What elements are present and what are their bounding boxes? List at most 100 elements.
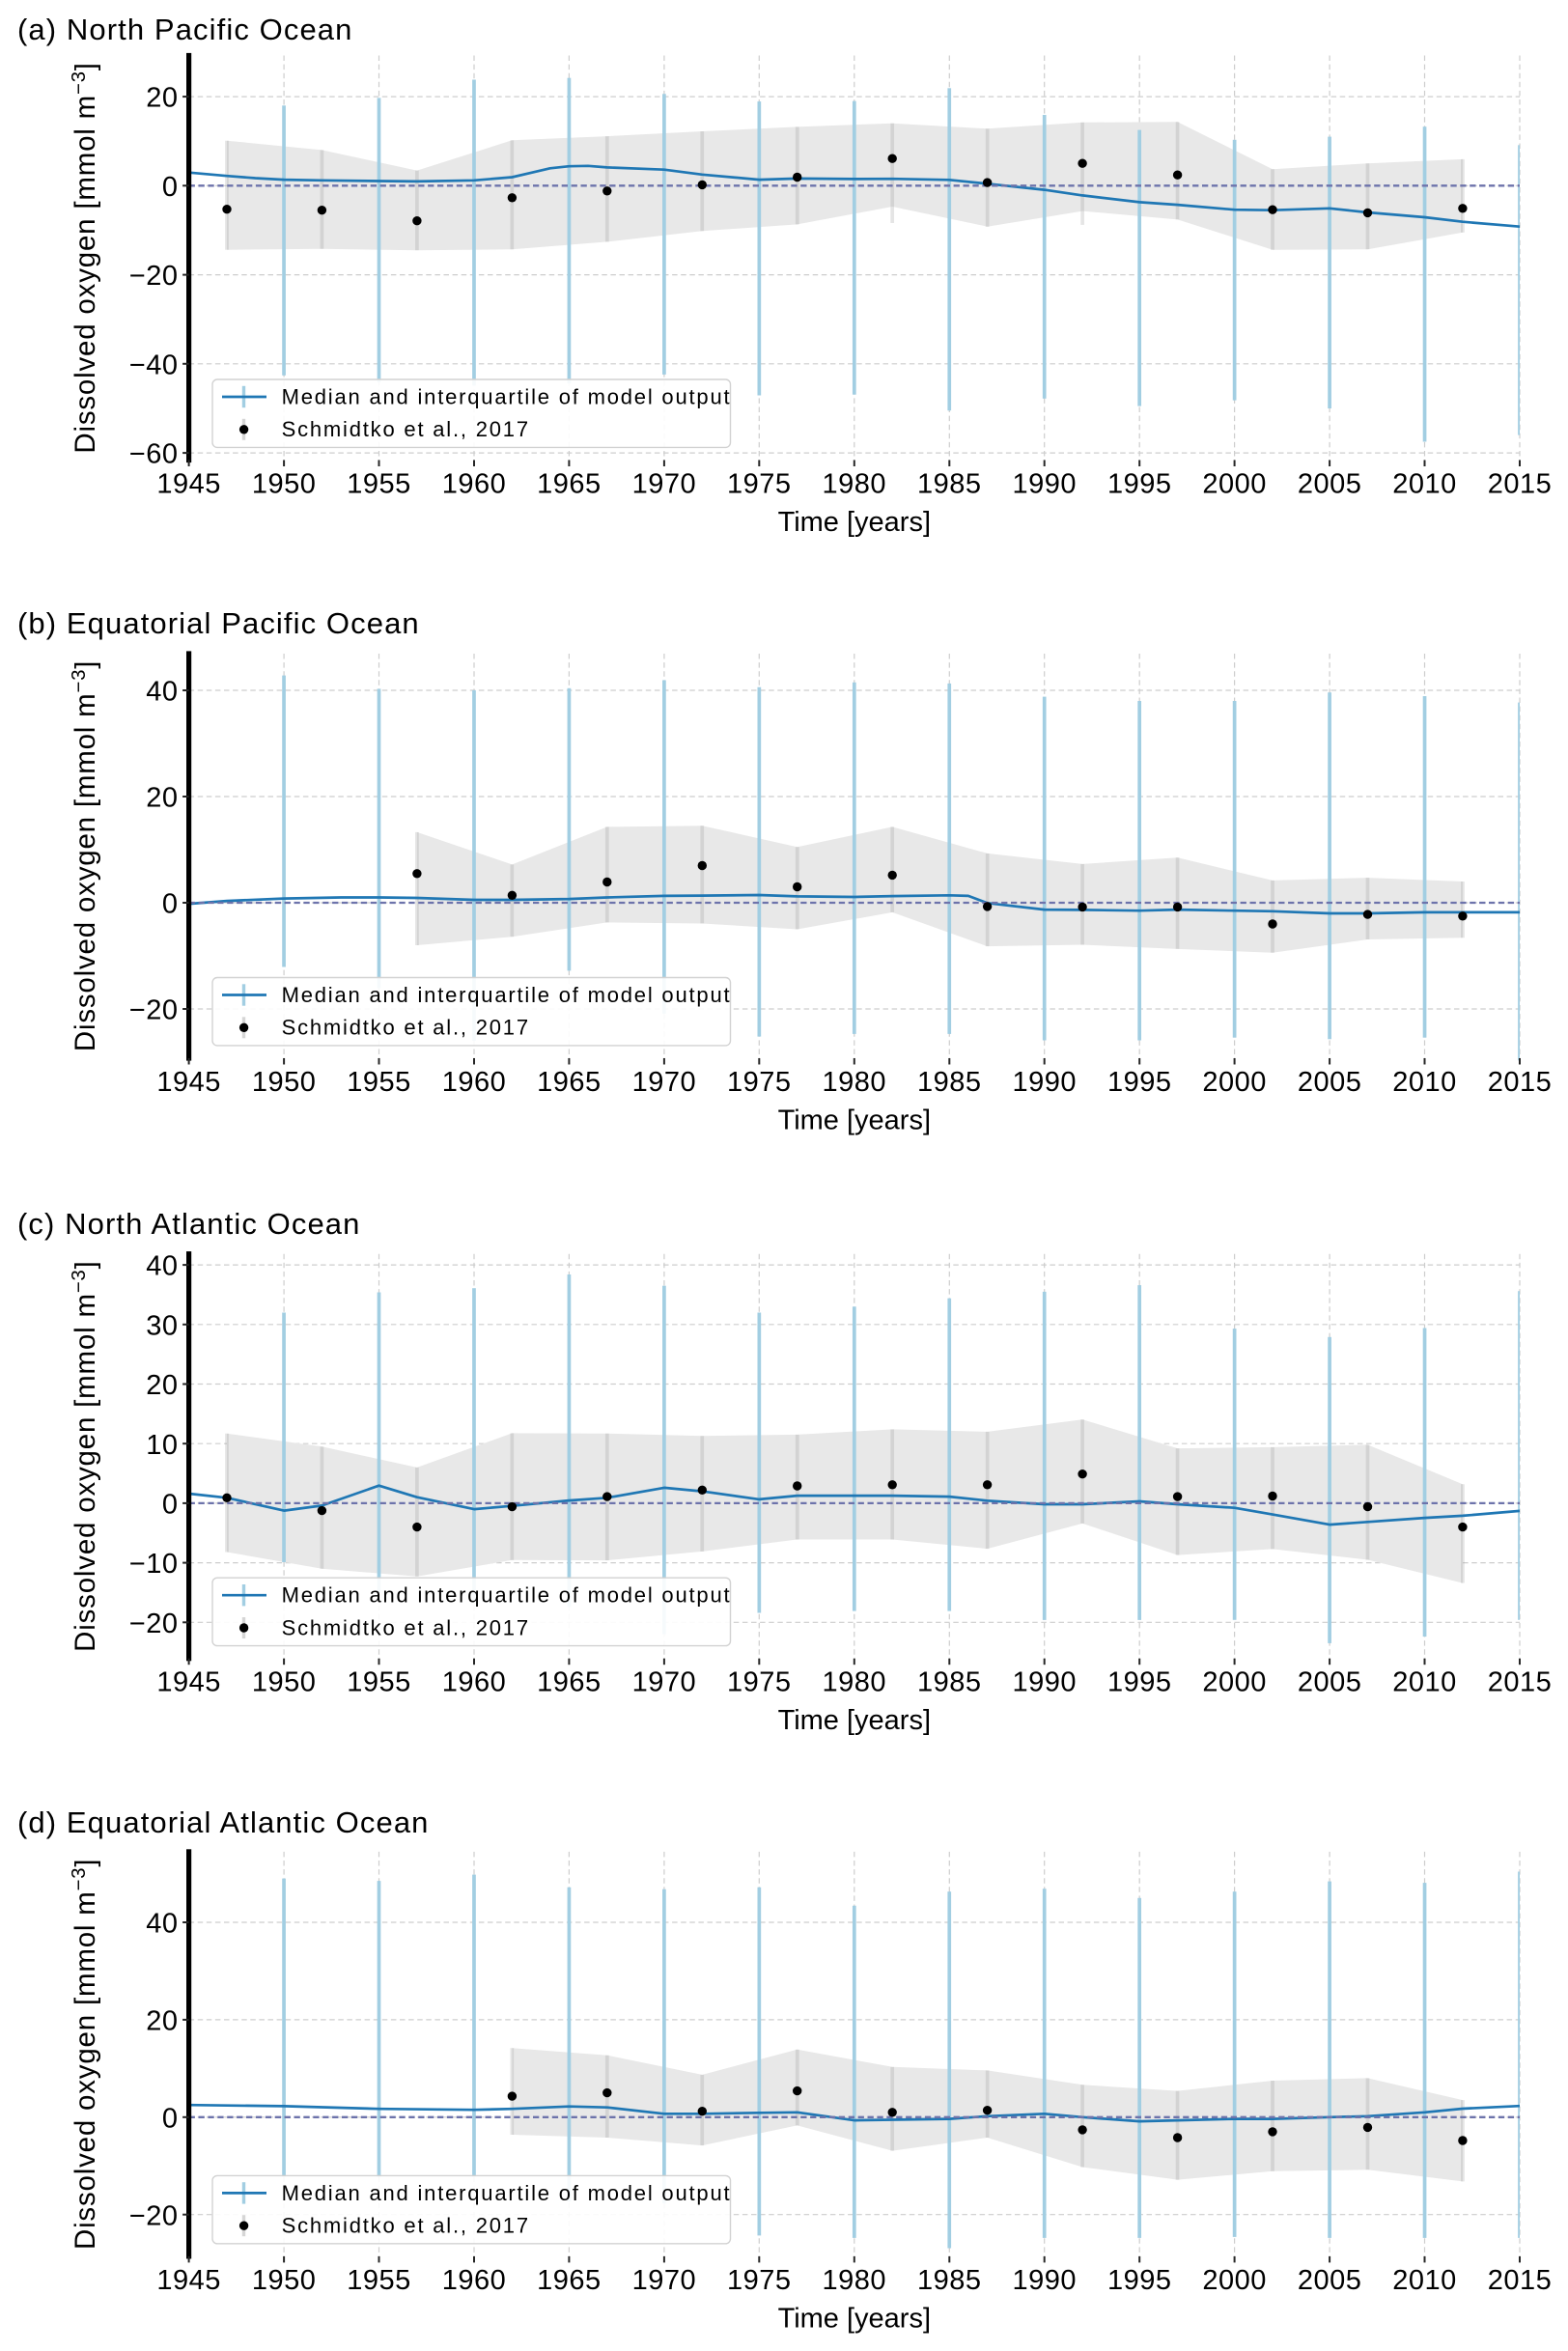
svg-text:2000: 2000 bbox=[1202, 1067, 1267, 1098]
svg-text:1950: 1950 bbox=[252, 2265, 317, 2296]
svg-text:−60: −60 bbox=[129, 439, 179, 470]
svg-text:2010: 2010 bbox=[1392, 2265, 1457, 2296]
svg-text:1970: 1970 bbox=[632, 469, 697, 500]
svg-text:−40: −40 bbox=[129, 350, 179, 380]
svg-text:1990: 1990 bbox=[1012, 1667, 1077, 1698]
svg-text:1945: 1945 bbox=[156, 1067, 221, 1098]
svg-text:−20: −20 bbox=[129, 1609, 179, 1639]
svg-text:20: 20 bbox=[146, 2006, 178, 2037]
svg-text:Dissolved oxygen [mmol m−3]: Dissolved oxygen [mmol m−3] bbox=[69, 1859, 101, 2250]
svg-text:1950: 1950 bbox=[252, 1667, 317, 1698]
svg-text:1965: 1965 bbox=[537, 1067, 602, 1098]
svg-text:−10: −10 bbox=[129, 1549, 179, 1580]
svg-text:1985: 1985 bbox=[917, 2265, 982, 2296]
svg-text:0: 0 bbox=[162, 172, 179, 203]
svg-text:(b) Equatorial Pacific Ocean: (b) Equatorial Pacific Ocean bbox=[17, 606, 420, 640]
svg-text:Time [years]: Time [years] bbox=[778, 2303, 931, 2334]
svg-text:1995: 1995 bbox=[1107, 1667, 1172, 1698]
svg-text:1995: 1995 bbox=[1107, 1067, 1172, 1098]
svg-text:−20: −20 bbox=[129, 261, 179, 292]
svg-text:20: 20 bbox=[146, 783, 178, 814]
svg-text:2015: 2015 bbox=[1488, 469, 1553, 500]
svg-text:1960: 1960 bbox=[442, 1067, 507, 1098]
svg-text:1960: 1960 bbox=[442, 2265, 507, 2296]
svg-text:1955: 1955 bbox=[347, 469, 411, 500]
svg-text:1955: 1955 bbox=[347, 1667, 411, 1698]
svg-text:Median and interquartile of mo: Median and interquartile of model output bbox=[282, 384, 732, 408]
svg-text:1965: 1965 bbox=[537, 2265, 602, 2296]
svg-text:1985: 1985 bbox=[917, 1067, 982, 1098]
svg-text:1985: 1985 bbox=[917, 1667, 982, 1698]
svg-text:Time [years]: Time [years] bbox=[778, 1106, 931, 1136]
svg-text:Time [years]: Time [years] bbox=[778, 507, 931, 538]
svg-text:40: 40 bbox=[146, 1251, 178, 1282]
svg-text:1970: 1970 bbox=[632, 1067, 697, 1098]
svg-text:1980: 1980 bbox=[823, 1067, 887, 1098]
svg-text:Schmidtko et al., 2017: Schmidtko et al., 2017 bbox=[282, 417, 530, 441]
svg-text:1990: 1990 bbox=[1012, 469, 1077, 500]
svg-text:0: 0 bbox=[162, 1490, 179, 1521]
svg-text:2015: 2015 bbox=[1488, 1667, 1553, 1698]
svg-text:0: 0 bbox=[162, 2103, 179, 2134]
svg-text:Dissolved oxygen [mmol m−3]: Dissolved oxygen [mmol m−3] bbox=[69, 1261, 101, 1652]
svg-text:Median and interquartile of mo: Median and interquartile of model output bbox=[282, 1583, 732, 1608]
svg-text:Dissolved oxygen [mmol m−3]: Dissolved oxygen [mmol m−3] bbox=[69, 660, 101, 1051]
svg-text:20: 20 bbox=[146, 1370, 178, 1401]
svg-text:2005: 2005 bbox=[1298, 1067, 1362, 1098]
svg-text:1945: 1945 bbox=[156, 469, 221, 500]
svg-text:1955: 1955 bbox=[347, 2265, 411, 2296]
svg-text:2015: 2015 bbox=[1488, 1067, 1553, 1098]
svg-text:1955: 1955 bbox=[347, 1067, 411, 1098]
svg-text:2010: 2010 bbox=[1392, 1067, 1457, 1098]
svg-text:Dissolved oxygen [mmol m−3]: Dissolved oxygen [mmol m−3] bbox=[69, 62, 101, 453]
svg-text:(d) Equatorial Atlantic Ocean: (d) Equatorial Atlantic Ocean bbox=[17, 1805, 430, 1839]
svg-text:2005: 2005 bbox=[1298, 469, 1362, 500]
svg-text:1980: 1980 bbox=[823, 469, 887, 500]
svg-text:−20: −20 bbox=[129, 2200, 179, 2231]
svg-text:1980: 1980 bbox=[823, 1667, 887, 1698]
svg-text:1970: 1970 bbox=[632, 2265, 697, 2296]
svg-text:1950: 1950 bbox=[252, 469, 317, 500]
svg-text:2005: 2005 bbox=[1298, 2265, 1362, 2296]
svg-text:2000: 2000 bbox=[1202, 1667, 1267, 1698]
svg-text:1945: 1945 bbox=[156, 2265, 221, 2296]
svg-text:40: 40 bbox=[146, 1909, 178, 1940]
svg-text:2000: 2000 bbox=[1202, 2265, 1267, 2296]
svg-text:2010: 2010 bbox=[1392, 1667, 1457, 1698]
svg-text:Schmidtko et al., 2017: Schmidtko et al., 2017 bbox=[282, 1615, 530, 1639]
svg-text:(c) North Atlantic Ocean: (c) North Atlantic Ocean bbox=[17, 1207, 360, 1241]
svg-text:1975: 1975 bbox=[727, 469, 792, 500]
svg-text:1995: 1995 bbox=[1107, 2265, 1172, 2296]
svg-text:Median and interquartile of mo: Median and interquartile of model output bbox=[282, 983, 732, 1007]
svg-text:(a) North Pacific Ocean: (a) North Pacific Ocean bbox=[17, 13, 352, 46]
svg-text:20: 20 bbox=[146, 83, 178, 114]
svg-text:Time [years]: Time [years] bbox=[778, 1705, 931, 1736]
svg-text:40: 40 bbox=[146, 677, 178, 708]
svg-text:1980: 1980 bbox=[823, 2265, 887, 2296]
svg-text:Median and interquartile of mo: Median and interquartile of model output bbox=[282, 2181, 732, 2205]
svg-text:2015: 2015 bbox=[1488, 2265, 1553, 2296]
svg-text:1975: 1975 bbox=[727, 2265, 792, 2296]
svg-text:2000: 2000 bbox=[1202, 469, 1267, 500]
svg-text:1965: 1965 bbox=[537, 469, 602, 500]
svg-text:2005: 2005 bbox=[1298, 1667, 1362, 1698]
svg-text:1965: 1965 bbox=[537, 1667, 602, 1698]
svg-text:10: 10 bbox=[146, 1430, 178, 1461]
svg-text:1950: 1950 bbox=[252, 1067, 317, 1098]
svg-text:1990: 1990 bbox=[1012, 2265, 1077, 2296]
svg-text:Schmidtko et al., 2017: Schmidtko et al., 2017 bbox=[282, 2214, 530, 2238]
svg-text:1975: 1975 bbox=[727, 1067, 792, 1098]
svg-text:1995: 1995 bbox=[1107, 469, 1172, 500]
svg-text:−20: −20 bbox=[129, 995, 179, 1026]
svg-text:1990: 1990 bbox=[1012, 1067, 1077, 1098]
svg-text:1970: 1970 bbox=[632, 1667, 697, 1698]
svg-text:1960: 1960 bbox=[442, 469, 507, 500]
svg-text:Schmidtko et al., 2017: Schmidtko et al., 2017 bbox=[282, 1016, 530, 1040]
svg-text:1960: 1960 bbox=[442, 1667, 507, 1698]
svg-text:0: 0 bbox=[162, 889, 179, 920]
svg-text:1975: 1975 bbox=[727, 1667, 792, 1698]
svg-text:1985: 1985 bbox=[917, 469, 982, 500]
svg-text:30: 30 bbox=[146, 1310, 178, 1341]
svg-text:2010: 2010 bbox=[1392, 469, 1457, 500]
svg-text:1945: 1945 bbox=[156, 1667, 221, 1698]
